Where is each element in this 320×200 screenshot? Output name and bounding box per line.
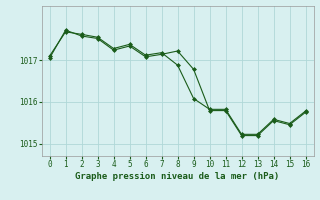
X-axis label: Graphe pression niveau de la mer (hPa): Graphe pression niveau de la mer (hPa) xyxy=(76,172,280,181)
